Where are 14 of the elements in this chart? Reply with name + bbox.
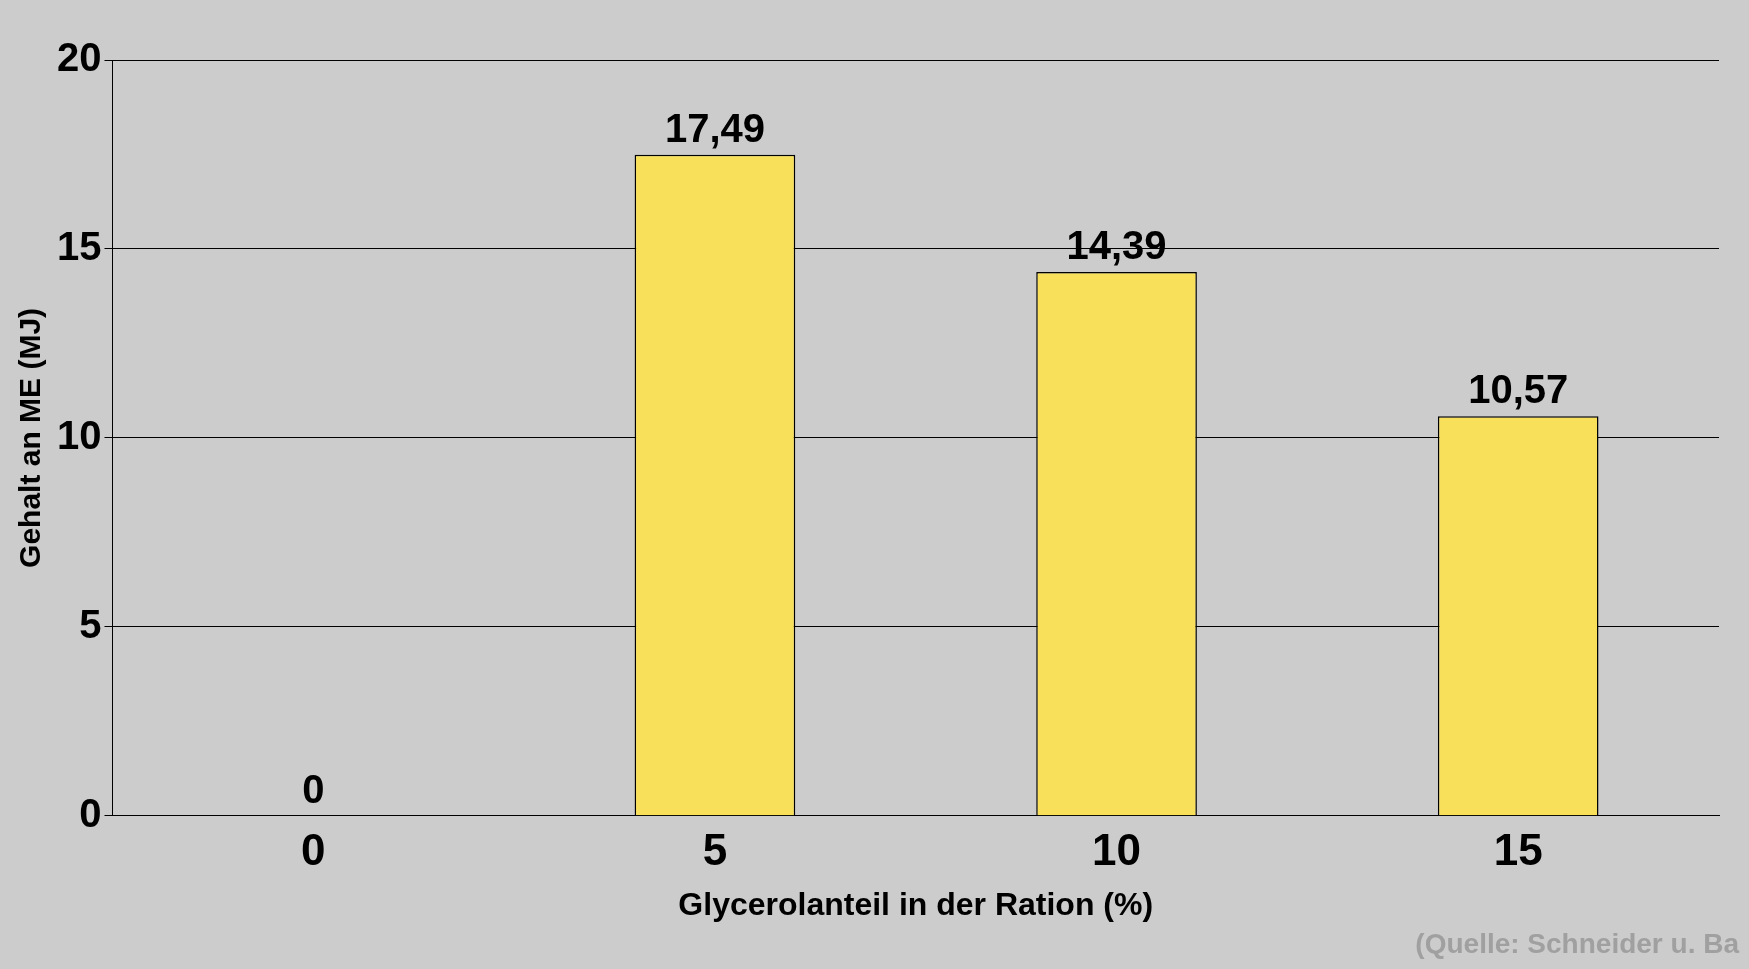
- x-axis-title: Glycerolanteil in der Ration (%): [678, 885, 1154, 922]
- y-axis-title: Gehalt an ME (MJ): [13, 307, 47, 568]
- x-tick-label: 15: [1493, 825, 1543, 875]
- data-label: 10,57: [1468, 367, 1569, 412]
- y-tick-label: 5: [79, 601, 102, 646]
- y-tick-label: 20: [56, 35, 102, 80]
- x-tick-label: 0: [301, 825, 326, 875]
- y-tick-label: 10: [56, 412, 102, 457]
- y-tick-label: 15: [56, 223, 102, 268]
- data-label: 0: [302, 766, 325, 811]
- y-tick-label: 0: [79, 790, 102, 835]
- x-tick-label: 10: [1092, 825, 1142, 875]
- data-label: 17,49: [664, 105, 765, 150]
- x-tick-label: 5: [702, 825, 728, 875]
